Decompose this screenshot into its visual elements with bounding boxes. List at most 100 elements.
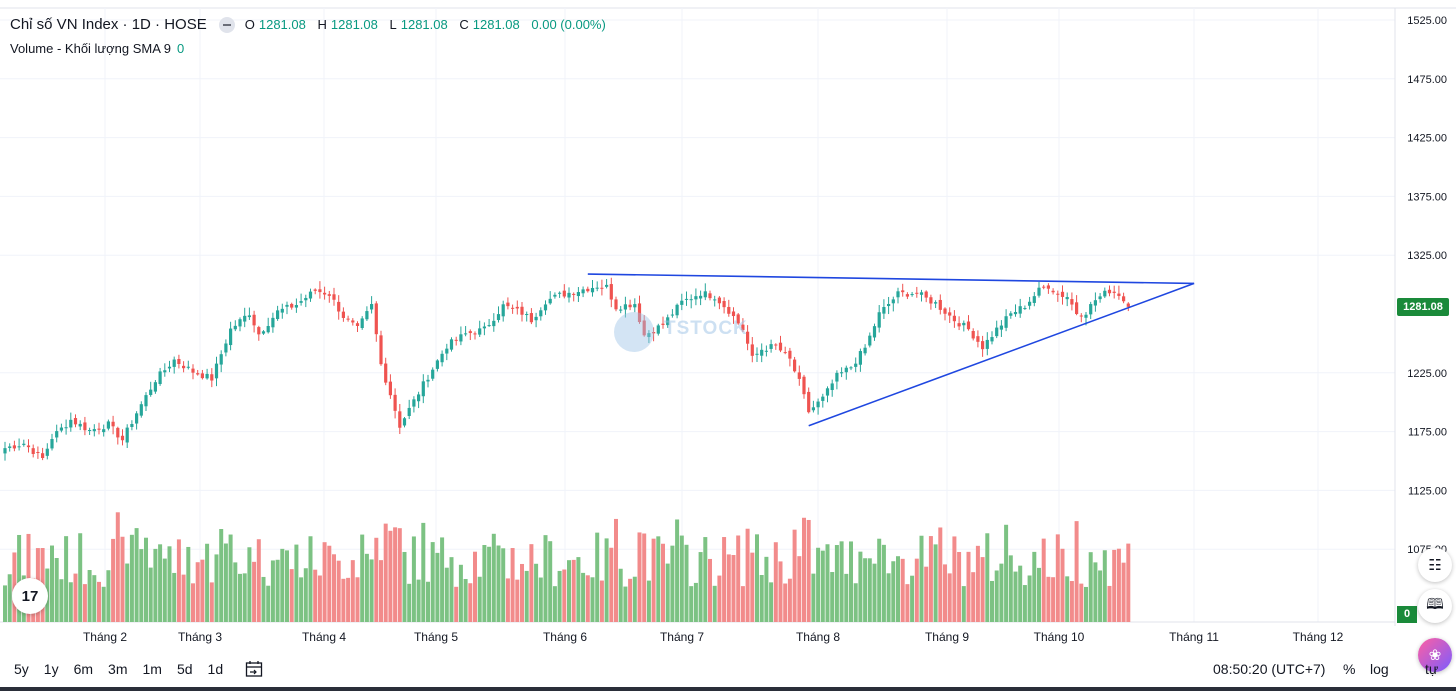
range-6m-button[interactable]: 6m <box>73 661 94 677</box>
volume-bar <box>1004 524 1009 622</box>
candle-body <box>929 297 933 304</box>
candle-body <box>120 435 125 441</box>
candle-body <box>844 367 848 373</box>
timezone-clock[interactable]: 08:50:20 (UTC+7) <box>1213 661 1326 677</box>
volume-bar <box>360 534 365 622</box>
candle-body <box>327 294 331 296</box>
candle-body <box>276 310 280 320</box>
volume-bar <box>482 545 487 622</box>
log-scale-button[interactable]: log <box>1370 661 1389 677</box>
candle-body <box>163 370 167 373</box>
candle-body <box>971 330 975 339</box>
volume-bar <box>435 552 440 622</box>
volume-bar <box>872 563 877 622</box>
candle-body <box>346 318 350 320</box>
range-5y-button[interactable]: 5y <box>14 661 29 677</box>
candle-body <box>515 306 519 309</box>
candle-body <box>153 382 157 392</box>
volume-bar <box>769 582 774 622</box>
volume-bar <box>473 551 477 622</box>
candle-body <box>1009 313 1013 316</box>
candle-body <box>55 431 59 438</box>
price-tick-label: 1225.00 <box>1407 368 1447 380</box>
volume-bar <box>379 560 383 622</box>
volume-bar <box>830 572 835 622</box>
candle-body <box>760 349 764 356</box>
candle-body <box>191 368 195 373</box>
volume-bar <box>308 536 313 622</box>
volume-bar <box>449 557 454 622</box>
volume-bar <box>322 542 327 622</box>
candle-body <box>741 324 745 331</box>
range-3m-button[interactable]: 3m <box>108 661 128 677</box>
candle-body <box>1028 301 1032 306</box>
range-1m-button[interactable]: 1m <box>142 661 162 677</box>
auto-scale-button[interactable]: tự <box>1425 661 1439 677</box>
volume-bar <box>158 544 163 622</box>
candle-body <box>1018 306 1022 314</box>
candle-body <box>576 292 580 297</box>
volume-bar <box>604 538 609 622</box>
candle-body <box>130 423 134 427</box>
volume-bar <box>144 537 148 622</box>
candle-body <box>605 284 609 287</box>
range-1d-button[interactable]: 1d <box>207 661 224 677</box>
candle-body <box>567 292 571 298</box>
translate-icon[interactable]: ☷ <box>1418 548 1452 582</box>
candle-body <box>3 448 7 454</box>
volume-bar <box>7 574 12 622</box>
volume-bar <box>599 580 604 622</box>
volume-bar <box>618 568 623 622</box>
collapse-icon[interactable] <box>218 16 235 33</box>
percent-scale-button[interactable]: % <box>1343 661 1356 677</box>
candle-body <box>924 291 928 298</box>
time-tick-label: Tháng 9 <box>925 630 969 644</box>
candle-body <box>755 353 759 355</box>
volume-bar <box>863 558 868 622</box>
time-tick-label: Tháng 8 <box>796 630 840 644</box>
price-axis[interactable]: 1525.00 1475.00 1425.00 1375.00 1325.00 1225.… <box>1407 15 1447 556</box>
candle-body <box>539 310 543 317</box>
volume-bar <box>101 586 106 622</box>
volume-bar <box>792 529 797 622</box>
candle-body <box>351 320 355 323</box>
bottom-toolbar: 5y 1y 6m 3m 1m 5d 1d 08:50:20 (UTC+7) % … <box>0 651 1456 687</box>
candle-body <box>92 429 96 432</box>
volume-bar <box>205 543 210 622</box>
volume-bar <box>1079 583 1084 622</box>
candle-body <box>534 316 538 321</box>
candle-body <box>995 327 999 337</box>
volume-bar <box>693 582 698 622</box>
candle-body <box>952 315 956 322</box>
range-5d-button[interactable]: 5d <box>176 661 193 677</box>
volume-bar <box>515 579 520 622</box>
tradingview-logo-icon[interactable]: 17 <box>12 578 48 614</box>
brain-icon[interactable]: ❀ <box>1418 638 1452 672</box>
volume-bar <box>223 543 228 622</box>
candle-body <box>445 348 449 354</box>
volume-bar <box>919 535 924 622</box>
volume-bar <box>966 551 971 622</box>
candle-body <box>1070 299 1074 305</box>
calendar-goto-icon[interactable] <box>245 660 263 678</box>
symbol-title[interactable]: Chỉ số VN Index · 1D · HOSE <box>10 16 207 33</box>
candle-body <box>304 297 308 301</box>
volume-bar <box>1037 567 1041 622</box>
time-axis[interactable]: Tháng 2 Tháng 3 Tháng 4 Tháng 5 Tháng 6 Tháng… <box>83 630 1344 644</box>
volume-bar <box>346 577 351 622</box>
candle-body <box>1093 300 1097 306</box>
volume-bar <box>219 529 224 622</box>
book-icon[interactable]: 🕮 <box>1418 589 1452 623</box>
range-1y-button[interactable]: 1y <box>43 661 59 677</box>
volume-bar <box>726 554 731 622</box>
candle-body <box>680 300 684 305</box>
candle-body <box>17 446 21 448</box>
candle-body <box>520 306 524 315</box>
trendlines[interactable] <box>587 273 1195 427</box>
volume-bar <box>990 580 994 622</box>
volume-bar <box>849 541 853 622</box>
volume-bar <box>548 541 553 622</box>
volume-bar <box>1027 575 1032 622</box>
